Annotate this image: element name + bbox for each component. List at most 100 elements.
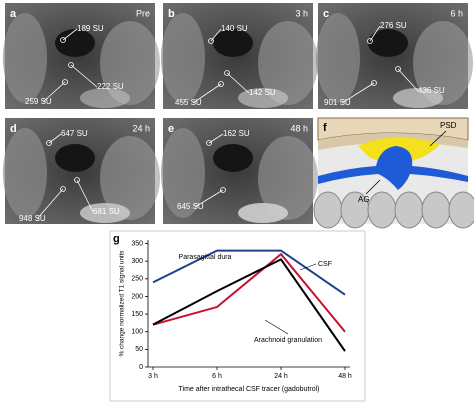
arrow [365, 179, 381, 195]
arrow [341, 82, 375, 104]
x-tick-label: 3 h [148, 373, 158, 380]
roi-marker [371, 80, 377, 86]
x-tick-label: 24 h [274, 373, 288, 380]
tissue [258, 136, 318, 220]
panel: a Pre 189 SU 222 SU 259 SU [3, 3, 160, 109]
roi-marker [367, 38, 373, 44]
su-label: 948 SU [19, 214, 46, 223]
su-label: 681 SU [93, 207, 120, 216]
tissue [413, 21, 473, 105]
panel: c 6 h 276 SU 436 SU 901 SU [316, 3, 473, 109]
gyrus [313, 191, 343, 229]
vessel [238, 203, 288, 223]
x-axis-label: Time after intrathecal CSF tracer (gadob… [179, 386, 320, 393]
y-axis-label: % change normalized T1 signal units [119, 250, 126, 357]
tissue [100, 21, 160, 105]
panel-letter: g [113, 233, 120, 245]
arrow [192, 83, 222, 104]
y-tick-label: 200 [131, 293, 143, 300]
arrow [62, 28, 78, 41]
vessel [80, 203, 130, 223]
su-label: 222 SU [97, 82, 124, 91]
gyrus [448, 191, 474, 229]
letter: a [10, 8, 17, 20]
su-label: 140 SU [221, 24, 248, 33]
letter: d [10, 123, 17, 135]
leader [299, 263, 317, 271]
chart-panel [109, 230, 366, 402]
arrow [42, 81, 66, 103]
y-tick-label: 50 [135, 346, 143, 353]
tissue [3, 128, 47, 218]
sinus [318, 146, 468, 190]
vessel [393, 88, 443, 108]
su-label: 647 SU [61, 129, 88, 138]
panel: e 48 h 162 SU 645 SU [161, 118, 318, 224]
roi-marker [60, 186, 66, 192]
su-label: 436 SU [418, 86, 445, 95]
line [152, 249, 346, 296]
y-tick-label: 0 [139, 364, 143, 371]
roi-marker [218, 81, 224, 87]
arrow [194, 189, 224, 208]
vessel [238, 88, 288, 108]
roi-marker [60, 37, 66, 43]
arrow [429, 130, 447, 147]
su-label: 142 SU [249, 88, 276, 97]
gyrus [394, 191, 424, 229]
su-label: 645 SU [177, 202, 204, 211]
series-label: CSF [318, 261, 332, 268]
arrow [36, 188, 64, 220]
time-label: 24 h [132, 123, 150, 133]
roi-marker [224, 70, 230, 76]
arrow [369, 25, 381, 42]
line [152, 252, 346, 333]
sinus [55, 29, 95, 57]
y-tick-label: 300 [131, 258, 143, 265]
su-label: 455 SU [175, 98, 202, 107]
letter: b [168, 8, 175, 20]
panel: b 3 h 140 SU 142 SU 455 SU [161, 3, 318, 109]
time-label: 3 h [295, 8, 308, 18]
y-tick-label: 150 [131, 311, 143, 318]
y-tick-label: 250 [131, 276, 143, 283]
sinus [213, 144, 253, 172]
arrow [226, 72, 250, 94]
label: AG [358, 195, 370, 204]
leader [264, 319, 289, 335]
sinus [368, 29, 408, 57]
letter: f [323, 122, 327, 134]
roi-marker [46, 140, 52, 146]
x-tick-label: 6 h [212, 373, 222, 380]
roi-marker [208, 38, 214, 44]
time-label: Pre [136, 8, 150, 18]
label: PSD [440, 121, 457, 130]
gyrus [367, 191, 397, 229]
panel: d 24 h 647 SU 681 SU 948 SU [3, 118, 160, 224]
line [152, 258, 346, 352]
panel: f PSD AG [313, 117, 474, 229]
su-label: 259 SU [25, 97, 52, 106]
su-label: 276 SU [380, 21, 407, 30]
letter: c [323, 8, 329, 20]
su-label: 162 SU [223, 129, 250, 138]
series-label: Arachnoid granulation [254, 337, 322, 344]
arrow [76, 179, 94, 213]
tissue [161, 13, 205, 103]
y-tick-label: 350 [131, 240, 143, 247]
su-label: 189 SU [77, 24, 104, 33]
roi-marker [206, 140, 212, 146]
roi-marker [395, 66, 401, 72]
roi-marker [68, 62, 74, 68]
arrow [70, 64, 98, 88]
y-tick-label: 100 [131, 329, 143, 336]
gyrus [421, 191, 451, 229]
roi-marker [74, 177, 80, 183]
letter: e [168, 123, 174, 135]
roi-marker [62, 79, 68, 85]
vessel [80, 88, 130, 108]
su-label: 901 SU [324, 98, 351, 107]
sinus [213, 29, 253, 57]
roi-marker [220, 187, 226, 193]
tissue [100, 136, 160, 220]
